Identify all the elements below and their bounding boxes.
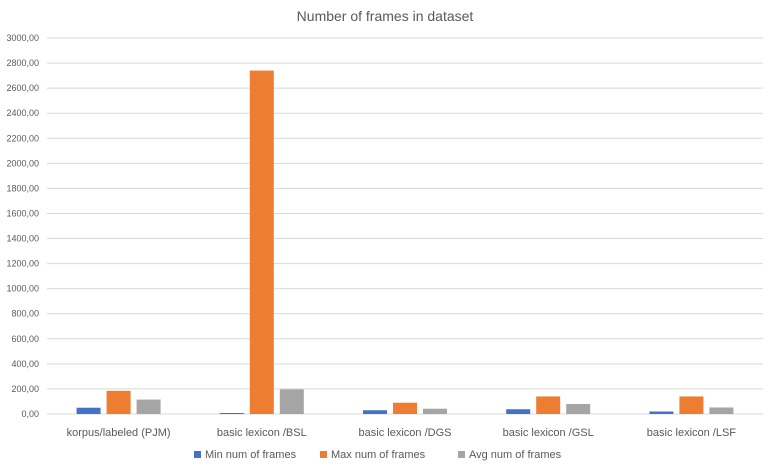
y-tick-label: 400,00	[11, 359, 39, 369]
bar-min-num-of-frames	[76, 407, 101, 414]
y-tick-label: 0,00	[21, 409, 39, 419]
chart-title: Number of frames in dataset	[297, 8, 474, 24]
y-tick-label: 1400,00	[6, 234, 39, 244]
y-tick-label: 1600,00	[6, 208, 39, 218]
y-tick-label: 2400,00	[6, 108, 39, 118]
bar-avg-num-of-frames	[279, 389, 304, 414]
y-tick-label: 200,00	[11, 384, 39, 394]
bar-avg-num-of-frames	[566, 403, 591, 414]
bar-min-num-of-frames	[506, 409, 531, 414]
y-tick-label: 2200,00	[6, 133, 39, 143]
y-axis-ticks: 0,00 200,00 400,00 600,00 800,00 1000,00 1200,…	[6, 33, 39, 419]
bar-max-num-of-frames	[393, 402, 417, 414]
legend-swatch	[194, 451, 201, 458]
x-tick-label: korpus/labeled (PJM)	[67, 427, 171, 439]
y-tick-label: 2000,00	[6, 158, 39, 168]
bar-avg-num-of-frames	[709, 407, 734, 414]
gridlines	[47, 37, 763, 415]
legend-label: Min num of frames	[205, 449, 297, 461]
x-tick-label: basic lexicon /BSL	[217, 427, 307, 439]
bars	[76, 70, 734, 414]
legend-swatch	[458, 451, 465, 458]
y-tick-label: 1000,00	[6, 284, 39, 294]
bar-max-num-of-frames	[249, 70, 274, 414]
y-tick-label: 800,00	[11, 309, 39, 319]
bar-max-num-of-frames	[106, 390, 131, 414]
bar-max-num-of-frames	[679, 396, 704, 414]
legend-label: Avg num of frames	[469, 449, 562, 461]
legend-label: Max num of frames	[331, 449, 426, 461]
y-tick-label: 600,00	[11, 334, 39, 344]
x-tick-label: basic lexicon /LSF	[647, 427, 737, 439]
y-tick-label: 3000,00	[6, 33, 39, 43]
y-tick-label: 2600,00	[6, 83, 39, 93]
bar-avg-num-of-frames	[423, 408, 447, 414]
y-tick-label: 2800,00	[6, 58, 39, 68]
bar-min-num-of-frames	[219, 412, 244, 414]
bar-avg-num-of-frames	[136, 399, 161, 414]
y-tick-label: 1800,00	[6, 183, 39, 193]
x-tick-label: basic lexicon /GSL	[503, 427, 594, 439]
y-tick-label: 1200,00	[6, 259, 39, 269]
legend: Min num of frames Max num of frames Avg nu…	[194, 449, 562, 461]
x-tick-label: basic lexicon /DGS	[359, 427, 452, 439]
bar-min-num-of-frames	[649, 411, 674, 414]
bar-max-num-of-frames	[536, 396, 561, 414]
x-axis-ticks: korpus/labeled (PJM) basic lexicon /BSL ba…	[67, 427, 737, 439]
legend-swatch	[320, 451, 327, 458]
bar-min-num-of-frames	[363, 410, 387, 414]
